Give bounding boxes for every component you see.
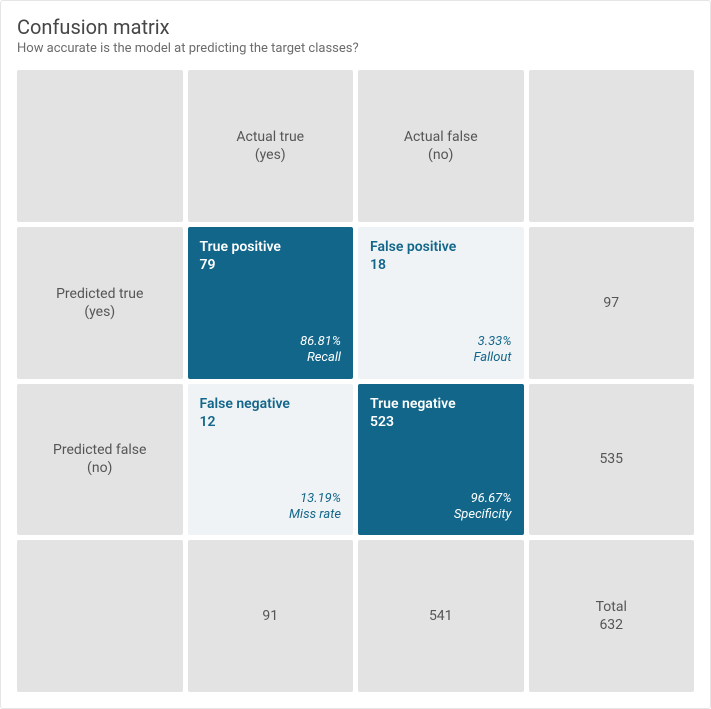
cell-false-positive: False positive 18 3.33% Fallout [358,227,524,379]
grand-total-value: 632 [596,617,627,633]
row-total-value: 97 [603,295,619,311]
cell-metric-name: Specificity [370,507,512,523]
col-header-actual-true: Actual true (yes) [188,70,354,222]
col-total-value: 541 [429,608,453,624]
col-total-actual-false: 541 [358,540,524,692]
row-header-sub: (no) [53,460,146,476]
col-total-value: 91 [262,608,278,624]
cell-value: 79 [200,257,342,273]
col-header-label: Actual true [236,129,304,145]
col-total-actual-true: 91 [188,540,354,692]
cell-metric-pct: 3.33% [370,334,512,350]
cell-metric-pct: 13.19% [200,491,342,507]
cell-metric-name: Fallout [370,350,512,366]
cell-false-negative: False negative 12 13.19% Miss rate [188,384,354,536]
card-subtitle: How accurate is the model at predicting … [17,41,694,56]
card-title: Confusion matrix [17,15,694,39]
cell-value: 523 [370,414,512,430]
row-total-predicted-false: 535 [529,384,695,536]
row-header-sub: (yes) [56,304,143,320]
grand-total-cell: Total 632 [529,540,695,692]
row-header-label: Predicted true [56,286,143,302]
grand-total-label: Total [596,599,627,615]
cell-label: False negative [200,396,342,412]
row-header-label: Predicted false [53,442,146,458]
cell-metric-pct: 96.67% [370,491,512,507]
corner-cell-top-left [17,70,183,222]
corner-cell-top-right [529,70,695,222]
col-header-sub: (yes) [236,147,304,163]
col-header-label: Actual false [404,129,478,145]
row-total-value: 535 [599,451,623,467]
cell-true-negative: True negative 523 96.67% Specificity [358,384,524,536]
confusion-matrix-grid: Actual true (yes) Actual false (no) Pred… [17,70,694,692]
cell-true-positive: True positive 79 86.81% Recall [188,227,354,379]
cell-metric-name: Miss rate [200,507,342,523]
col-header-actual-false: Actual false (no) [358,70,524,222]
cell-label: True negative [370,396,512,412]
confusion-matrix-card: Confusion matrix How accurate is the mod… [0,0,711,709]
row-header-predicted-false: Predicted false (no) [17,384,183,536]
corner-cell-bottom-left [17,540,183,692]
cell-metric-pct: 86.81% [200,334,342,350]
cell-label: True positive [200,239,342,255]
cell-value: 18 [370,257,512,273]
cell-label: False positive [370,239,512,255]
cell-metric-name: Recall [200,350,342,366]
row-total-predicted-true: 97 [529,227,695,379]
cell-value: 12 [200,414,342,430]
row-header-predicted-true: Predicted true (yes) [17,227,183,379]
col-header-sub: (no) [404,147,478,163]
